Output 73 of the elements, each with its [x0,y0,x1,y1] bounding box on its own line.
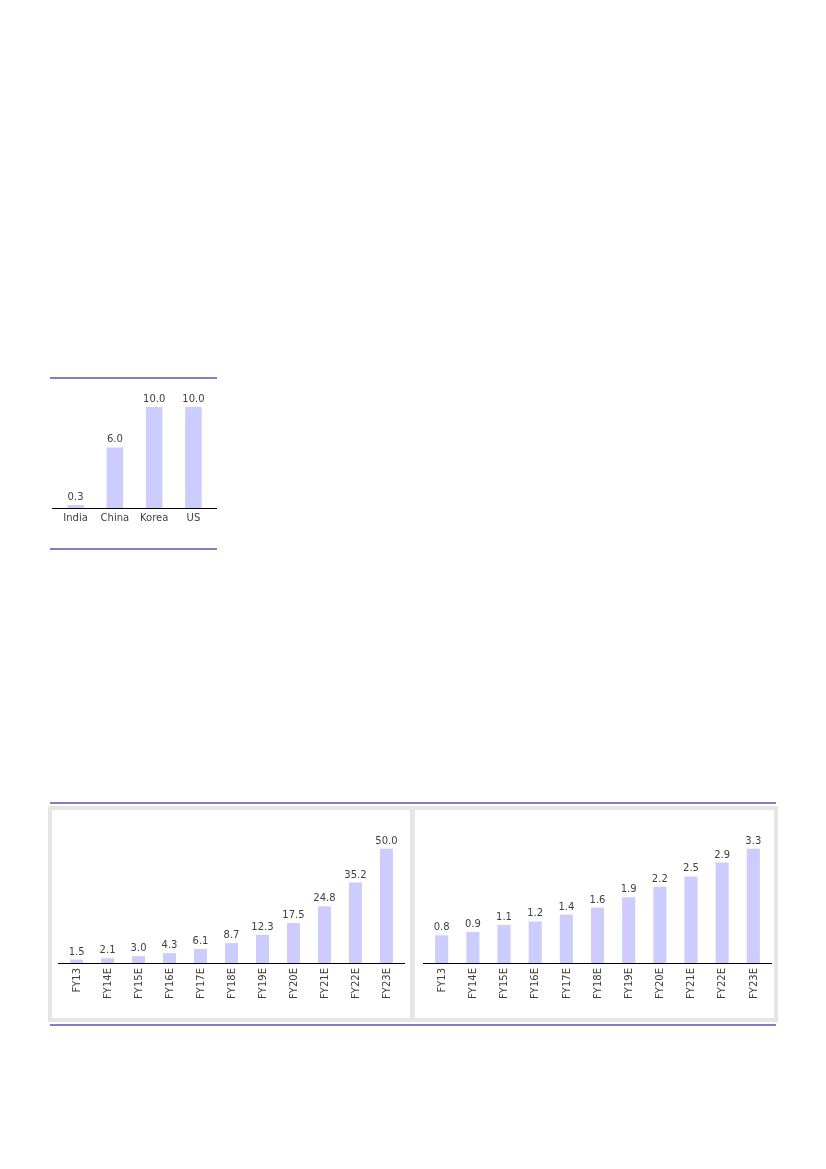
x-tick-label: FY14E [101,968,113,999]
bar [163,953,177,963]
data-label: 2.9 [714,848,731,860]
data-label: 2.2 [651,872,668,884]
bar [715,862,729,963]
bar [348,882,362,963]
x-tick-label: FY18E [225,968,237,999]
x-tick-label: FY19E [256,968,268,999]
x-tick-label: Korea [139,512,169,523]
data-label: 10.0 [143,393,166,405]
data-label: 3.0 [130,942,147,954]
data-label: 1.1 [496,910,512,922]
data-label: 1.4 [558,900,575,912]
bar [132,956,146,963]
x-tick-label: FY16E [529,968,541,999]
bar [379,848,393,963]
bar [317,906,331,963]
bar [497,924,511,963]
x-tick-label: FY15E [498,968,510,999]
bar [101,958,115,963]
x-tick-label: US [186,512,201,523]
x-tick-label: FY13 [70,968,82,993]
x-tick-label: FY17E [560,968,572,999]
x-tick-label: FY18E [591,968,603,999]
data-label: 17.5 [282,909,305,920]
x-tick-label: FY13 [435,968,447,993]
bar [684,876,698,963]
bar [746,848,760,963]
data-label: 4.3 [161,939,178,951]
bar [466,931,480,963]
bar [590,907,605,963]
data-label: 24.8 [313,892,336,904]
bar [255,934,269,963]
x-tick-label: FY17E [194,968,206,999]
x-tick-label: FY23E [380,968,392,999]
bar [435,935,449,963]
data-label: 1.2 [527,907,544,919]
x-tick-label: FY19E [622,968,634,999]
bar [559,914,573,963]
x-tick-label: FY20E [654,968,666,999]
bar [653,886,667,963]
data-label: 2.5 [683,862,699,874]
data-label: 35.2 [344,868,367,880]
x-tick-label: China [100,512,130,523]
data-label: 6.0 [106,433,123,445]
data-label: 3.3 [745,834,762,846]
bar [528,921,542,963]
data-label: 1.9 [620,883,637,895]
data-label: 0.9 [464,917,481,929]
bar [224,943,239,963]
bar [194,949,208,963]
x-tick-label: FY21E [318,968,330,999]
x-tick-label: FY20E [287,968,299,999]
data-label: 0.8 [433,921,450,933]
x-tick-label: FY16E [163,968,175,999]
x-tick-label: FY14E [467,968,479,999]
data-label: 2.1 [99,944,116,956]
data-label: 10.0 [182,393,205,405]
data-label: 1.5 [68,945,85,957]
x-tick-label: FY23E [747,968,759,999]
data-label: 12.3 [251,920,274,932]
x-tick-label: India [63,512,88,523]
data-label: 1.6 [589,893,606,905]
x-tick-label: FY22E [349,968,361,999]
bar [622,897,636,963]
data-label: 50.0 [375,834,398,846]
data-label: 6.1 [192,935,209,947]
x-tick-label: FY21E [685,968,697,999]
data-label: 0.3 [67,490,84,502]
bar [286,923,300,963]
x-tick-label: FY22E [716,968,728,999]
data-label: 8.7 [223,929,240,941]
x-tick-label: FY15E [132,968,144,999]
